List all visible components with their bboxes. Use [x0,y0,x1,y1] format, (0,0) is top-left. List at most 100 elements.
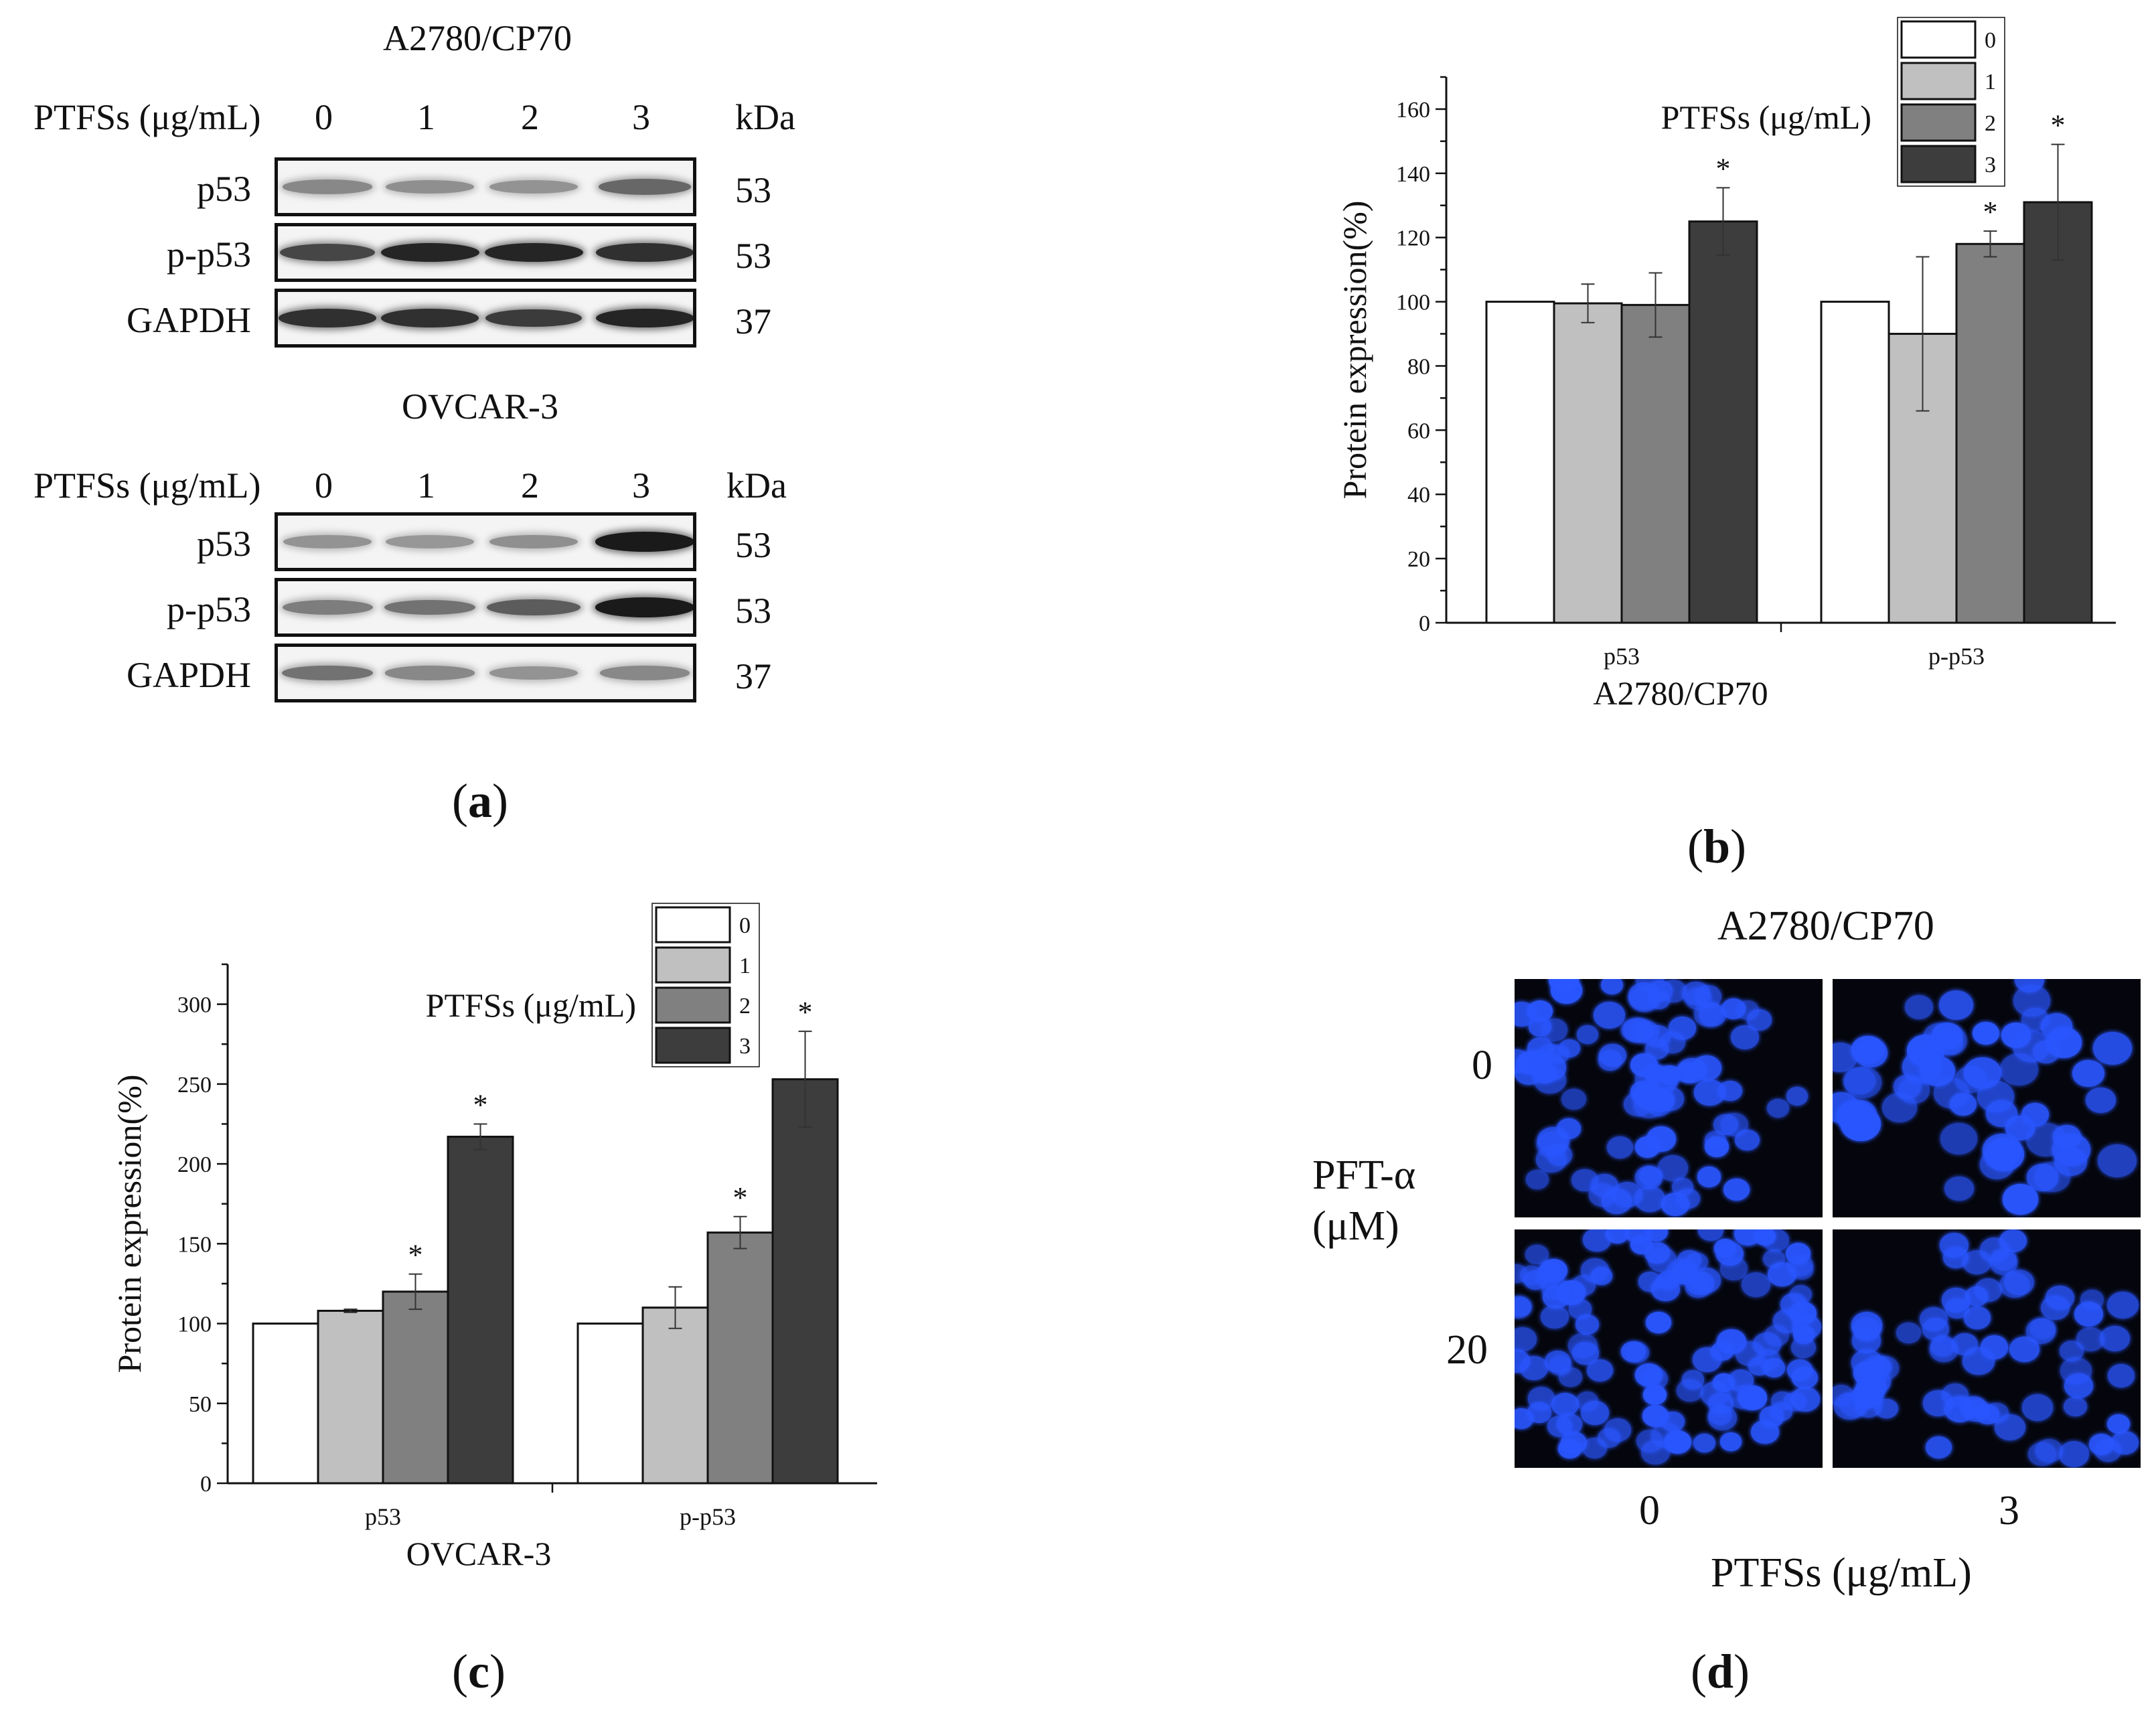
blot-band [385,179,475,194]
nucleus [1668,1016,1697,1040]
blot-kda-value: 53 [735,236,771,276]
significance-marker: * [473,1088,488,1121]
nucleus [1939,1233,1969,1258]
nucleus [1771,1391,1794,1411]
nucleus [2085,1087,2116,1113]
blot-band [489,534,579,549]
nucleus [1561,1088,1586,1110]
blot-dose-label: 0 [315,97,333,137]
nucleus [1714,1239,1737,1258]
bar-p-p53-1 [1888,333,1958,624]
nucleus [1623,1017,1653,1043]
nucleus [1693,1347,1722,1372]
y-tick-label: 100 [177,1312,212,1337]
y-tick-label: 0 [1419,611,1430,636]
legend-swatch-3 [655,1027,731,1064]
blot-band [595,597,693,617]
significance-marker: * [798,996,813,1029]
legend-title: PTFSs (μg/mL) [426,986,636,1024]
y-tick-label: 250 [177,1073,212,1098]
bar-p-p53-1 [641,1306,709,1485]
nucleus [1780,1292,1808,1317]
nucleus [1645,1229,1669,1242]
nucleus [1867,1357,1892,1377]
blot-kda-value: 53 [735,591,771,631]
nucleus [1644,1242,1670,1264]
bar-p-p53-2 [1955,242,2025,624]
x-category-label: p-p53 [1928,643,1985,670]
y-tick-label: 300 [177,993,212,1018]
nucleus [1962,1250,1991,1275]
y-tick-label: 120 [1396,226,1430,251]
nucleus [2029,1318,2056,1340]
fluorescence-x-label: PTFSs (μg/mL) [1711,1550,1972,1596]
panel-label-d-letter: d [1706,1645,1734,1698]
y-tick-label: 160 [1396,98,1430,123]
blot-band [596,243,693,262]
blot-title-1: OVCAR-3 [402,386,559,427]
y-axis-label: Protein expression(%) [1336,201,1373,500]
legend-label: 1 [1985,70,1996,94]
legend-swatch-1 [1900,62,1977,100]
bar-p-p53-0 [1820,301,1890,624]
nucleus [1567,1333,1598,1358]
y-tick-label: 40 [1407,483,1430,508]
nucleus [1944,1176,1974,1201]
nucleus [1541,1304,1569,1329]
nucleus [2092,1031,2132,1065]
panel-label-a: (a) [452,774,508,828]
nucleus [1605,1229,1629,1244]
nucleus [1742,1272,1771,1298]
nucleus [1606,1136,1633,1159]
blot-band [282,600,373,615]
nucleus [1920,1055,1956,1086]
nucleus [1644,1039,1669,1060]
bar-p53-1 [317,1309,384,1485]
blot-protein-label: p-p53 [167,589,251,629]
legend-title: PTFSs (μg/mL) [1661,98,1871,136]
blot-strip [275,157,696,216]
nucleus [1841,1107,1881,1141]
blot-dose-label: 2 [521,465,539,506]
blot-kda-header: kDa [726,465,787,506]
y-tick-label: 20 [1407,547,1430,572]
nucleus [2064,1396,2087,1417]
bar-p-p53-0 [576,1323,644,1485]
nucleus [2022,1394,2054,1421]
x-category-label: p-p53 [680,1503,736,1530]
blot-strip [275,289,696,348]
nucleus [1599,1043,1627,1067]
nucleus [2099,1326,2131,1352]
blot-dose-label: 3 [632,97,650,137]
bar-p53-3 [447,1136,514,1485]
y-tick-label: 140 [1396,162,1430,187]
nucleus [1634,1083,1666,1110]
bar-p53-0 [252,1323,319,1485]
x-axis-label: OVCAR-3 [406,1535,552,1572]
panel-label-c: (c) [452,1645,506,1698]
blot-band [489,666,578,680]
blot-dose-label: 0 [315,465,333,506]
significance-marker: * [1983,196,1998,228]
bar-p53-1 [1553,302,1623,624]
nucleus [1682,1370,1705,1390]
panel-label-a-letter: a [467,774,492,828]
nucleus [2053,1124,2082,1149]
nucleus [1719,1432,1742,1451]
nucleus [1854,1394,1883,1418]
nucleus [1681,981,1710,1006]
blot-band [489,179,578,194]
blot-title-0: A2780/CP70 [383,18,572,58]
blot-band [386,534,474,549]
nucleus [1515,1297,1532,1317]
nucleus [1786,1254,1813,1276]
nucleus [1692,1055,1721,1081]
nucleus [1532,1062,1557,1083]
y-tick-label: 50 [189,1392,212,1417]
nucleus [2107,1292,2139,1319]
y-tick-label: 150 [177,1232,212,1257]
nucleus [1704,1130,1726,1150]
y-tick-label: 100 [1396,291,1430,315]
legend-swatch-1 [655,946,731,984]
nucleus [2009,1337,2040,1363]
